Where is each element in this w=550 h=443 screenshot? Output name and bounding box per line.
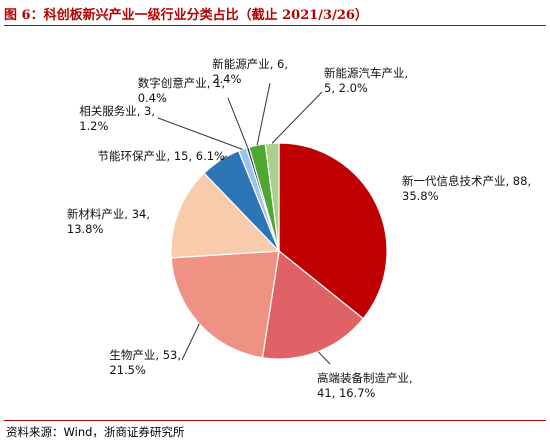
slice-label-8: 新能源产业, 6,	[212, 57, 288, 71]
pie-slice-2	[261, 249, 365, 360]
leader-line-8	[256, 82, 271, 146]
source-rule	[4, 420, 546, 421]
slice-value-7: 0.4%	[138, 91, 167, 105]
slice-value-2: 41, 16.7%	[317, 386, 376, 400]
slice-value-9: 5, 2.0%	[324, 81, 368, 95]
slice-label-2: 高端装备制造产业,	[317, 371, 413, 385]
slice-value-3: 21.5%	[109, 363, 146, 377]
leader-line-2	[317, 351, 331, 365]
title-rule	[4, 25, 546, 26]
leader-line-9	[271, 91, 323, 144]
slice-label-5: 节能环保产业, 15, 6.1%	[98, 149, 226, 163]
source-note: 资料来源：Wind，浙商证券研究所	[6, 425, 185, 439]
slice-label-7: 数字创意产业, 1,	[138, 76, 225, 90]
slice-label-4: 新材料产业, 34,	[67, 207, 150, 221]
leader-line-6	[157, 117, 243, 150]
leader-line-5	[220, 155, 228, 161]
pie-slice-3	[170, 250, 280, 359]
slice-label-9: 新能源汽车产业,	[324, 66, 408, 80]
slice-label-3: 生物产业, 53,	[109, 348, 181, 362]
slice-value-1: 35.8%	[402, 189, 439, 203]
pie-slice-4	[170, 172, 281, 259]
chart-title: 图 6：科创板新兴产业一级行业分类占比（截止 2021/3/26）	[4, 8, 368, 23]
slice-value-8: 2.4%	[212, 72, 241, 86]
leader-line-3	[181, 323, 200, 361]
pie-slice-1	[278, 142, 388, 320]
leader-line-7	[227, 97, 249, 148]
slice-label-6: 相关服务业, 3,	[79, 104, 155, 118]
slice-value-6: 1.2%	[79, 119, 108, 133]
slice-label-1: 新一代信息技术产业, 88,	[402, 174, 531, 188]
slice-value-4: 13.8%	[67, 222, 104, 236]
